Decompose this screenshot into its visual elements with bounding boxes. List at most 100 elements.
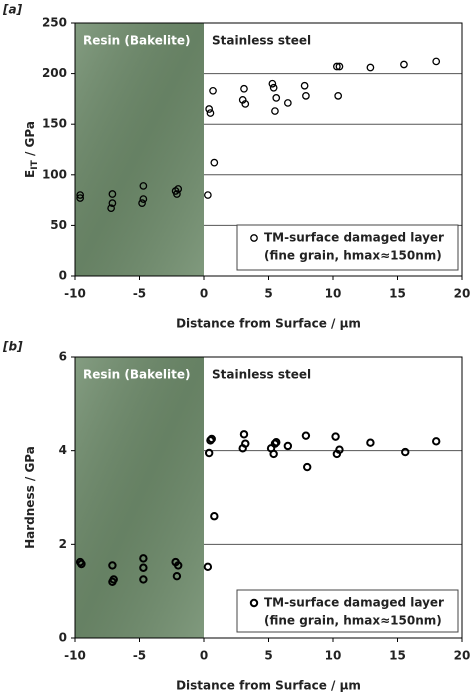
x-tick-label: 0 bbox=[200, 649, 208, 663]
y-tick-label: 50 bbox=[50, 218, 67, 232]
x-tick-label: 10 bbox=[325, 649, 342, 663]
data-point bbox=[173, 190, 181, 198]
data-point bbox=[432, 437, 441, 446]
data-point bbox=[174, 185, 183, 193]
data-point bbox=[210, 158, 219, 167]
data-point bbox=[432, 57, 441, 66]
data-point bbox=[269, 83, 278, 92]
x-tick-label: 20 bbox=[454, 649, 471, 663]
data-point bbox=[303, 462, 312, 472]
resin-texture bbox=[75, 357, 204, 638]
data-point bbox=[210, 512, 219, 521]
y-tick-label: 6 bbox=[59, 350, 67, 364]
legend-marker bbox=[250, 234, 258, 242]
data-point bbox=[268, 79, 277, 88]
data-point bbox=[269, 449, 278, 459]
legend-box bbox=[236, 589, 459, 633]
data-point bbox=[301, 431, 311, 440]
data-point bbox=[139, 563, 148, 572]
data-point bbox=[240, 84, 248, 93]
y-axis-label: Hardness / GPa bbox=[23, 446, 37, 549]
data-point bbox=[239, 430, 249, 439]
data-point bbox=[335, 445, 344, 454]
data-point bbox=[138, 199, 146, 207]
y-tick-label: 4 bbox=[59, 443, 67, 457]
y-label-part: / GPa bbox=[23, 121, 37, 160]
x-tick-label: -5 bbox=[133, 287, 146, 301]
data-point bbox=[272, 94, 281, 102]
data-point bbox=[108, 577, 117, 586]
data-point bbox=[139, 195, 148, 203]
data-point bbox=[283, 441, 293, 451]
data-point bbox=[107, 204, 115, 213]
data-point bbox=[206, 109, 215, 117]
x-tick-label: -10 bbox=[64, 649, 86, 663]
x-tick-label: 15 bbox=[389, 649, 406, 663]
y-tick-label: 150 bbox=[42, 117, 67, 131]
data-point bbox=[283, 99, 292, 107]
legend-note: (fine grain, hmax≈150nm) bbox=[264, 614, 442, 628]
x-tick-label: 0 bbox=[200, 287, 208, 301]
data-point bbox=[331, 432, 340, 441]
x-axis-label: Distance from Surface / µm bbox=[176, 679, 361, 693]
data-point bbox=[77, 559, 86, 569]
panel-label: [a] bbox=[2, 3, 23, 17]
data-point bbox=[139, 575, 148, 584]
y-label-part: IT bbox=[30, 159, 40, 169]
annotation: Resin (Bakelite) bbox=[83, 34, 190, 48]
y-axis-label: EIT / GPa bbox=[23, 121, 40, 178]
x-tick-label: 15 bbox=[389, 287, 406, 301]
data-point bbox=[139, 182, 148, 190]
y-tick-label: 2 bbox=[59, 537, 67, 551]
data-point bbox=[204, 448, 214, 458]
data-point bbox=[302, 92, 310, 100]
data-point bbox=[335, 62, 344, 71]
data-point bbox=[205, 105, 214, 113]
resin-texture bbox=[75, 23, 204, 276]
data-point bbox=[76, 191, 85, 199]
x-tick-label: 20 bbox=[454, 287, 471, 301]
y-tick-label: 0 bbox=[59, 269, 67, 283]
data-point bbox=[272, 438, 281, 447]
x-tick-label: 10 bbox=[325, 287, 342, 301]
x-tick-label: -10 bbox=[64, 287, 86, 301]
data-point bbox=[271, 107, 279, 115]
legend-note: (fine grain, hmax≈150nm) bbox=[264, 249, 442, 263]
y-tick-label: 100 bbox=[42, 167, 67, 181]
data-point bbox=[207, 434, 216, 444]
data-point bbox=[108, 190, 117, 198]
data-point bbox=[334, 92, 343, 100]
panel-label: [b] bbox=[2, 340, 23, 354]
x-tick-label: 5 bbox=[264, 649, 272, 663]
data-point bbox=[333, 62, 341, 71]
data-point bbox=[172, 571, 182, 581]
x-axis-label: Distance from Surface / µm bbox=[176, 317, 361, 331]
legend-entry: TM-surface damaged layer bbox=[264, 231, 444, 245]
data-point bbox=[108, 561, 117, 570]
legend-box bbox=[236, 224, 459, 271]
data-point bbox=[139, 554, 148, 563]
data-point bbox=[76, 194, 85, 202]
data-point bbox=[108, 199, 117, 207]
legend-entry: TM-surface damaged layer bbox=[264, 596, 444, 610]
y-label-part: E bbox=[23, 170, 37, 178]
annotation: Stainless steel bbox=[212, 368, 311, 382]
y-tick-label: 250 bbox=[42, 16, 67, 30]
data-point bbox=[401, 447, 410, 457]
y-tick-label: 0 bbox=[59, 631, 67, 645]
y-tick-label: 200 bbox=[42, 66, 67, 80]
data-point bbox=[241, 100, 250, 108]
data-point bbox=[300, 81, 309, 90]
data-point bbox=[400, 60, 408, 69]
data-point bbox=[241, 439, 250, 448]
data-point bbox=[174, 561, 183, 570]
x-tick-label: -5 bbox=[133, 649, 146, 663]
data-point bbox=[203, 562, 213, 572]
x-tick-label: 5 bbox=[264, 287, 272, 301]
y-label-part: Hardness / GPa bbox=[23, 446, 37, 549]
annotation: Stainless steel bbox=[212, 34, 311, 48]
data-point bbox=[366, 438, 375, 447]
data-point bbox=[209, 86, 217, 95]
legend-marker bbox=[249, 598, 259, 608]
